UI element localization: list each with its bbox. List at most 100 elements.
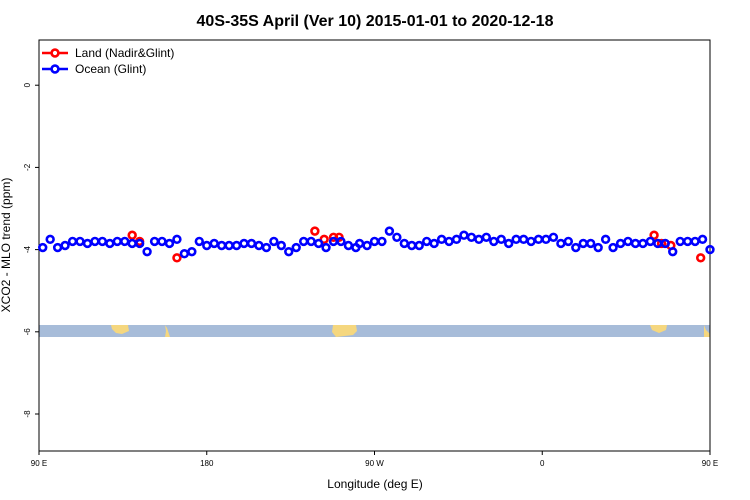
data-point <box>291 242 301 253</box>
data-point <box>261 242 272 253</box>
data-point <box>306 236 316 247</box>
data-point <box>504 238 514 249</box>
y-tick-label: 0 <box>23 82 32 87</box>
data-point <box>52 242 63 253</box>
legend: Land (Nadir&Glint) Ocean (Glint) <box>42 46 174 76</box>
data-point <box>194 236 204 247</box>
data-point <box>67 236 78 247</box>
data-point <box>149 236 160 247</box>
data-point <box>75 236 85 247</box>
data-point <box>608 242 618 253</box>
x-tick-label: 180 <box>200 459 214 468</box>
data-point <box>112 236 122 247</box>
data-point <box>298 236 309 247</box>
data-point <box>172 234 182 245</box>
y-tick-label: -2 <box>23 163 32 171</box>
data-point <box>82 238 93 249</box>
data-point <box>231 240 242 251</box>
data-point <box>377 236 387 247</box>
data-point <box>134 238 145 249</box>
data-point <box>429 238 439 249</box>
data-point <box>481 232 492 242</box>
data-point <box>697 234 708 245</box>
data-point <box>489 236 499 247</box>
data-point <box>313 238 324 249</box>
data-point <box>269 236 279 247</box>
data-point <box>511 234 521 245</box>
data-point <box>656 238 667 249</box>
data-point <box>209 238 219 249</box>
data-point <box>623 236 633 247</box>
land-patch-3 <box>332 325 357 337</box>
data-point <box>600 234 611 245</box>
data-point <box>496 234 506 245</box>
data-point <box>533 234 544 245</box>
y-tick-label: -8 <box>23 410 32 418</box>
data-point <box>254 240 264 251</box>
data-point <box>321 242 331 253</box>
data-point <box>38 242 48 253</box>
data-point <box>127 238 137 249</box>
legend-label: Ocean (Glint) <box>75 62 146 76</box>
data-point <box>541 234 551 245</box>
data-point <box>157 236 167 247</box>
data-point <box>474 234 484 245</box>
chart-title: 40S-35S April (Ver 10) 2015-01-01 to 202… <box>197 13 554 30</box>
data-point <box>586 238 596 249</box>
x-tick-label: 90 W <box>365 459 384 468</box>
x-tick-label: 90 E <box>702 459 718 468</box>
data-point <box>630 238 641 249</box>
data-point <box>615 238 626 249</box>
y-axis-label: XCO2 - MLO trend (ppm) <box>0 178 13 313</box>
data-point <box>246 238 257 249</box>
data-point <box>526 236 536 247</box>
data-point <box>45 234 55 245</box>
series-1 <box>38 226 715 259</box>
x-axis-label: Longitude (deg E) <box>327 477 422 491</box>
data-point <box>105 238 115 249</box>
data-point <box>518 234 529 245</box>
data-point <box>668 246 678 257</box>
data-point <box>563 236 574 247</box>
data-point <box>414 240 424 251</box>
data-point <box>675 236 685 247</box>
data-point <box>310 226 320 236</box>
data-point <box>593 242 603 253</box>
data-point <box>354 238 365 249</box>
data-point <box>705 244 715 255</box>
map-band <box>39 325 710 337</box>
data-point <box>239 238 249 249</box>
data-point <box>284 246 294 257</box>
data-point <box>336 236 346 247</box>
data-point <box>421 236 432 247</box>
data-point <box>459 230 469 240</box>
data-point <box>451 234 462 245</box>
y-axis: 0 -2 -4 -6 -8 <box>23 82 39 418</box>
data-point <box>556 238 566 249</box>
data-point <box>187 246 197 257</box>
x-tick-label: 90 E <box>31 459 47 468</box>
data-point <box>660 238 670 249</box>
ocean-band <box>39 325 710 337</box>
data-point <box>202 240 212 251</box>
data-point <box>548 232 559 242</box>
data-point <box>276 240 287 251</box>
data-point <box>466 232 477 242</box>
data-point <box>224 240 234 251</box>
land-patch-2 <box>165 325 170 337</box>
data-point <box>164 238 175 249</box>
y-tick-label: -4 <box>23 246 32 254</box>
land-patch-1 <box>111 325 129 334</box>
data-point <box>384 226 395 236</box>
data-point <box>142 246 152 257</box>
data-point <box>578 238 588 249</box>
data-point <box>436 234 447 245</box>
data-point <box>399 238 410 249</box>
data-point <box>343 240 354 251</box>
legend-label: Land (Nadir&Glint) <box>75 46 174 60</box>
data-point <box>97 236 108 247</box>
data-point <box>392 232 402 242</box>
data-point <box>571 242 581 253</box>
data-point <box>369 236 380 247</box>
